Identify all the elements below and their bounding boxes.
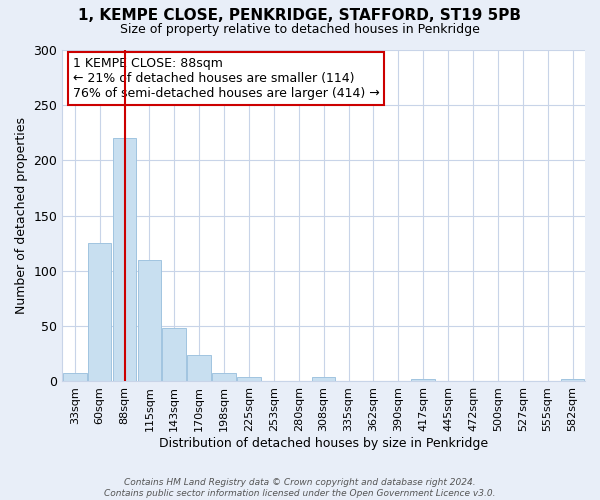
Bar: [63, 372, 86, 382]
Text: Size of property relative to detached houses in Penkridge: Size of property relative to detached ho…: [120, 22, 480, 36]
Bar: [312, 377, 335, 382]
Bar: [113, 138, 136, 382]
Bar: [163, 328, 186, 382]
Bar: [561, 379, 584, 382]
Bar: [137, 260, 161, 382]
X-axis label: Distribution of detached houses by size in Penkridge: Distribution of detached houses by size …: [159, 437, 488, 450]
Text: 1, KEMPE CLOSE, PENKRIDGE, STAFFORD, ST19 5PB: 1, KEMPE CLOSE, PENKRIDGE, STAFFORD, ST1…: [79, 8, 521, 22]
Bar: [187, 355, 211, 382]
Y-axis label: Number of detached properties: Number of detached properties: [15, 117, 28, 314]
Bar: [237, 377, 261, 382]
Bar: [212, 372, 236, 382]
Text: Contains HM Land Registry data © Crown copyright and database right 2024.
Contai: Contains HM Land Registry data © Crown c…: [104, 478, 496, 498]
Bar: [412, 379, 435, 382]
Bar: [88, 244, 112, 382]
Text: 1 KEMPE CLOSE: 88sqm
← 21% of detached houses are smaller (114)
76% of semi-deta: 1 KEMPE CLOSE: 88sqm ← 21% of detached h…: [73, 56, 379, 100]
